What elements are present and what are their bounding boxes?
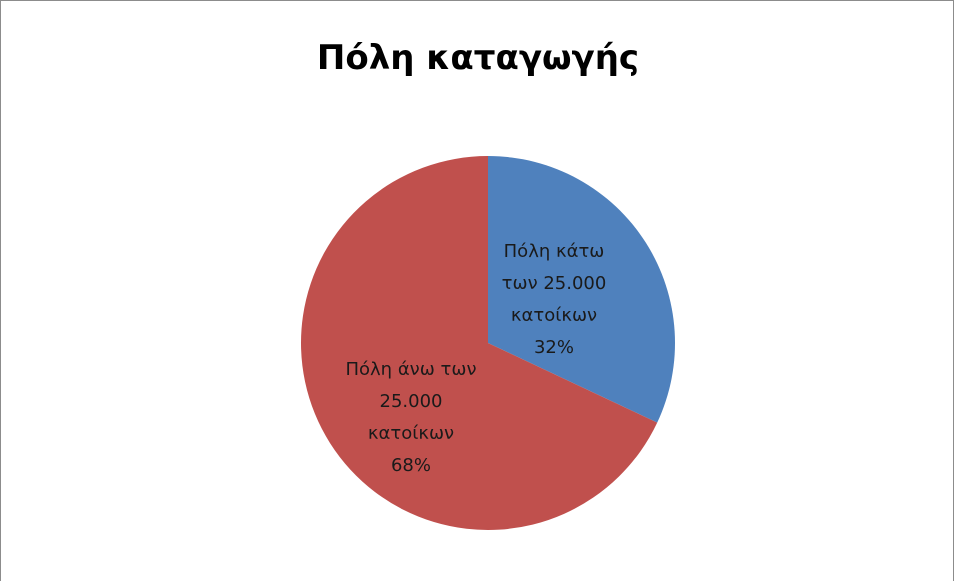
slice-label-line: 32%: [534, 337, 574, 358]
pie-slice-1: [488, 156, 675, 423]
slice-label-line: των 25.000: [502, 273, 607, 294]
slice-label-line: Πόλη άνω των: [345, 359, 476, 380]
slice-label-line: κατοίκων: [511, 305, 597, 326]
slice-label-line: Πόλη κάτω: [504, 241, 605, 262]
pie-slices: [301, 156, 675, 530]
slice-label-1: Πόλη κάτω των 25.000 κατοίκων 32%: [502, 241, 607, 358]
slice-label-line: κατοίκων: [368, 423, 454, 444]
pie-labels: Πόλη κάτω των 25.000 κατοίκων 32% Πόλη άνω τ…: [345, 241, 606, 476]
slice-label-2: Πόλη άνω των 25.000 κατοίκων 68%: [345, 359, 476, 476]
slice-label-line: 25.000: [380, 391, 443, 412]
pie-slice-2: [301, 156, 658, 530]
slice-label-line: 68%: [391, 455, 431, 476]
chart-title: Πόλη καταγωγής: [316, 38, 640, 78]
